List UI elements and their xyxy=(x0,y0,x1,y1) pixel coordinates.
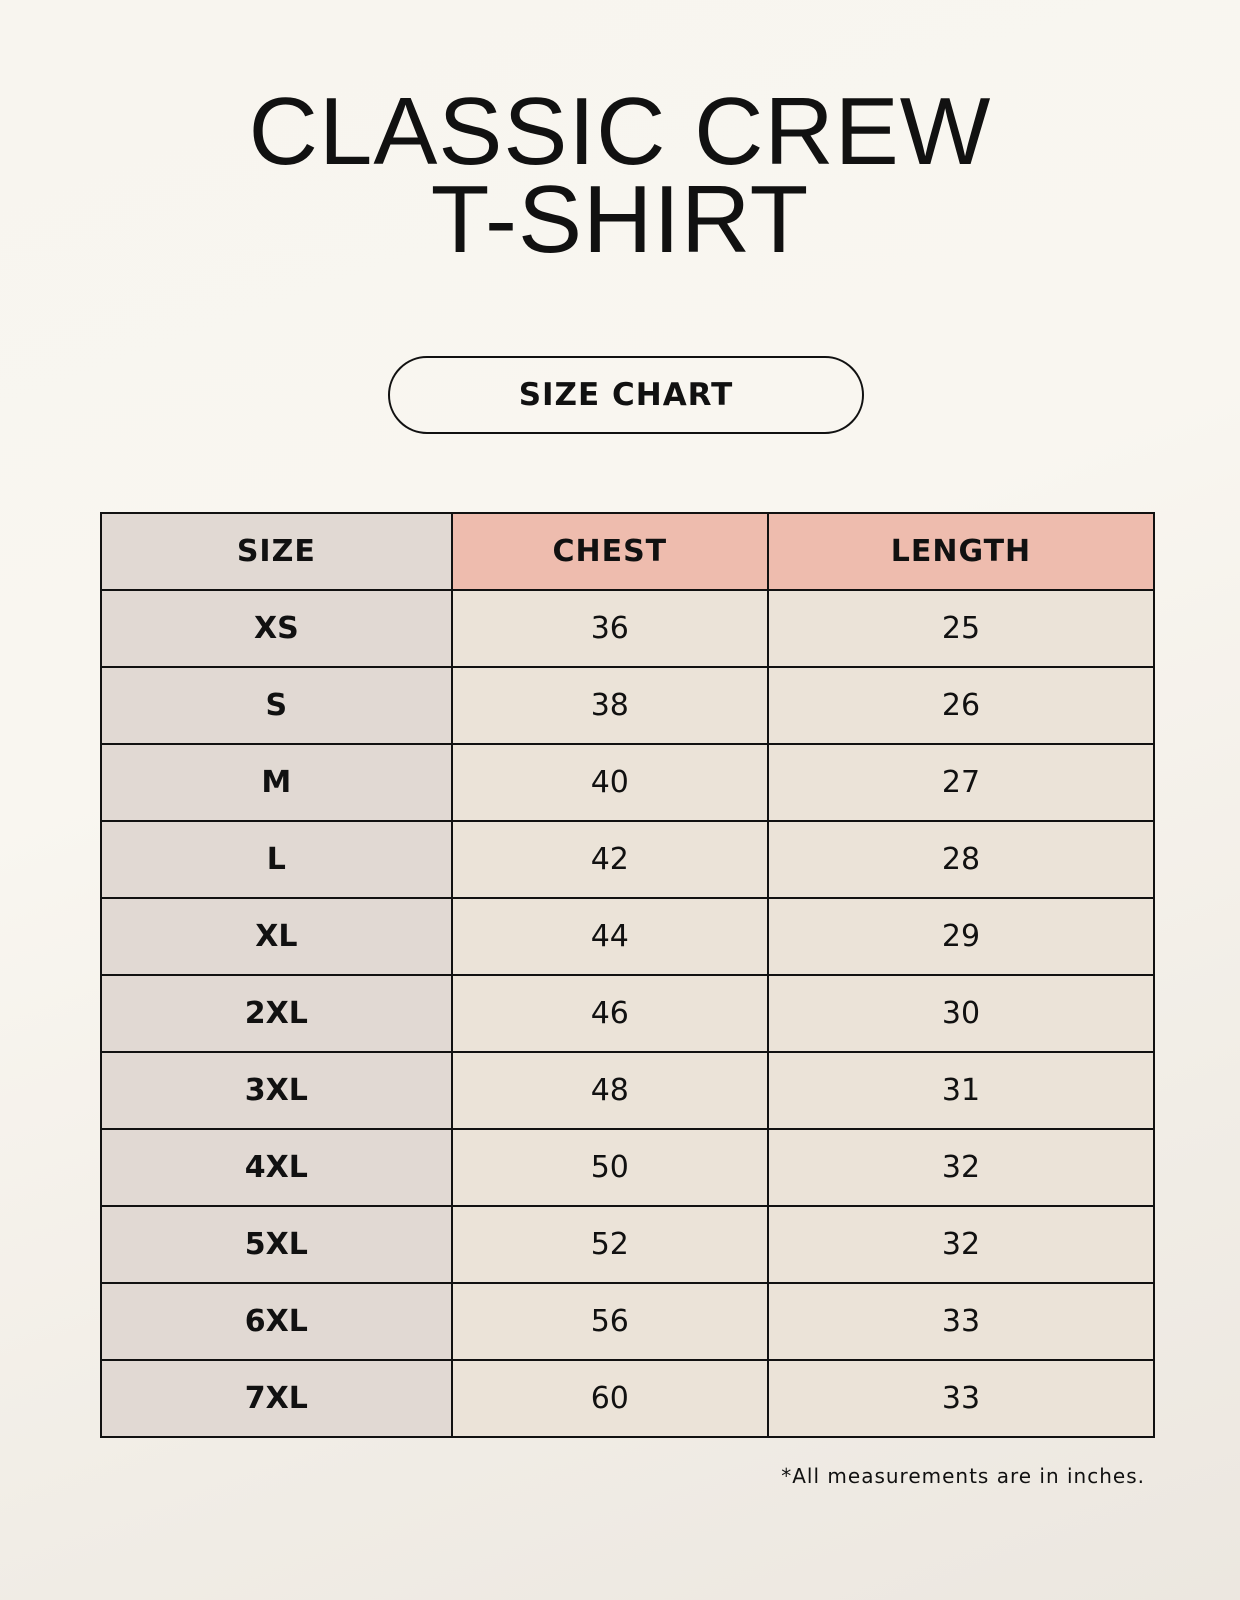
cell-length: 32 xyxy=(766,1128,1156,1207)
cell-size: XS xyxy=(100,589,453,668)
table-row: 6XL 56 33 xyxy=(100,1282,1156,1361)
page-title: CLASSIC CREW T-SHIRT xyxy=(0,78,1240,273)
table-header-row: SIZE CHEST LENGTH xyxy=(100,512,1156,591)
footnote: *All measurements are in inches. xyxy=(781,1464,1145,1488)
table-row: 2XL 46 30 xyxy=(100,974,1156,1053)
cell-chest: 36 xyxy=(450,589,769,668)
table-row: 7XL 60 33 xyxy=(100,1359,1156,1438)
table-row: 4XL 50 32 xyxy=(100,1128,1156,1207)
title-line-1: CLASSIC CREW xyxy=(248,78,992,185)
header-size: SIZE xyxy=(100,512,453,591)
size-chart-badge: SIZE CHART xyxy=(388,356,864,434)
cell-size: XL xyxy=(100,897,453,976)
cell-length: 30 xyxy=(766,974,1156,1053)
table-row: XL 44 29 xyxy=(100,897,1156,976)
cell-chest: 40 xyxy=(450,743,769,822)
cell-size: 6XL xyxy=(100,1282,453,1361)
cell-size: L xyxy=(100,820,453,899)
table-row: XS 36 25 xyxy=(100,589,1156,668)
cell-length: 31 xyxy=(766,1051,1156,1130)
cell-size: 5XL xyxy=(100,1205,453,1284)
cell-chest: 50 xyxy=(450,1128,769,1207)
cell-size: 3XL xyxy=(100,1051,453,1130)
cell-length: 25 xyxy=(766,589,1156,668)
cell-size: M xyxy=(100,743,453,822)
cell-size: S xyxy=(100,666,453,745)
header-chest: CHEST xyxy=(450,512,769,591)
cell-chest: 44 xyxy=(450,897,769,976)
cell-length: 28 xyxy=(766,820,1156,899)
header-length: LENGTH xyxy=(766,512,1156,591)
cell-chest: 42 xyxy=(450,820,769,899)
cell-length: 33 xyxy=(766,1359,1156,1438)
cell-chest: 60 xyxy=(450,1359,769,1438)
cell-length: 26 xyxy=(766,666,1156,745)
cell-size: 4XL xyxy=(100,1128,453,1207)
cell-length: 29 xyxy=(766,897,1156,976)
cell-chest: 48 xyxy=(450,1051,769,1130)
cell-chest: 46 xyxy=(450,974,769,1053)
cell-chest: 38 xyxy=(450,666,769,745)
table-row: S 38 26 xyxy=(100,666,1156,745)
table-row: L 42 28 xyxy=(100,820,1156,899)
title-line-2: T-SHIRT xyxy=(430,166,810,273)
table-row: 5XL 52 32 xyxy=(100,1205,1156,1284)
table-row: 3XL 48 31 xyxy=(100,1051,1156,1130)
cell-length: 27 xyxy=(766,743,1156,822)
cell-size: 7XL xyxy=(100,1359,453,1438)
cell-length: 32 xyxy=(766,1205,1156,1284)
size-table: SIZE CHEST LENGTH XS 36 25 S 38 26 M 40 27 L 42 28 X… xyxy=(100,512,1156,1438)
cell-length: 33 xyxy=(766,1282,1156,1361)
cell-size: 2XL xyxy=(100,974,453,1053)
table-row: M 40 27 xyxy=(100,743,1156,822)
cell-chest: 52 xyxy=(450,1205,769,1284)
cell-chest: 56 xyxy=(450,1282,769,1361)
